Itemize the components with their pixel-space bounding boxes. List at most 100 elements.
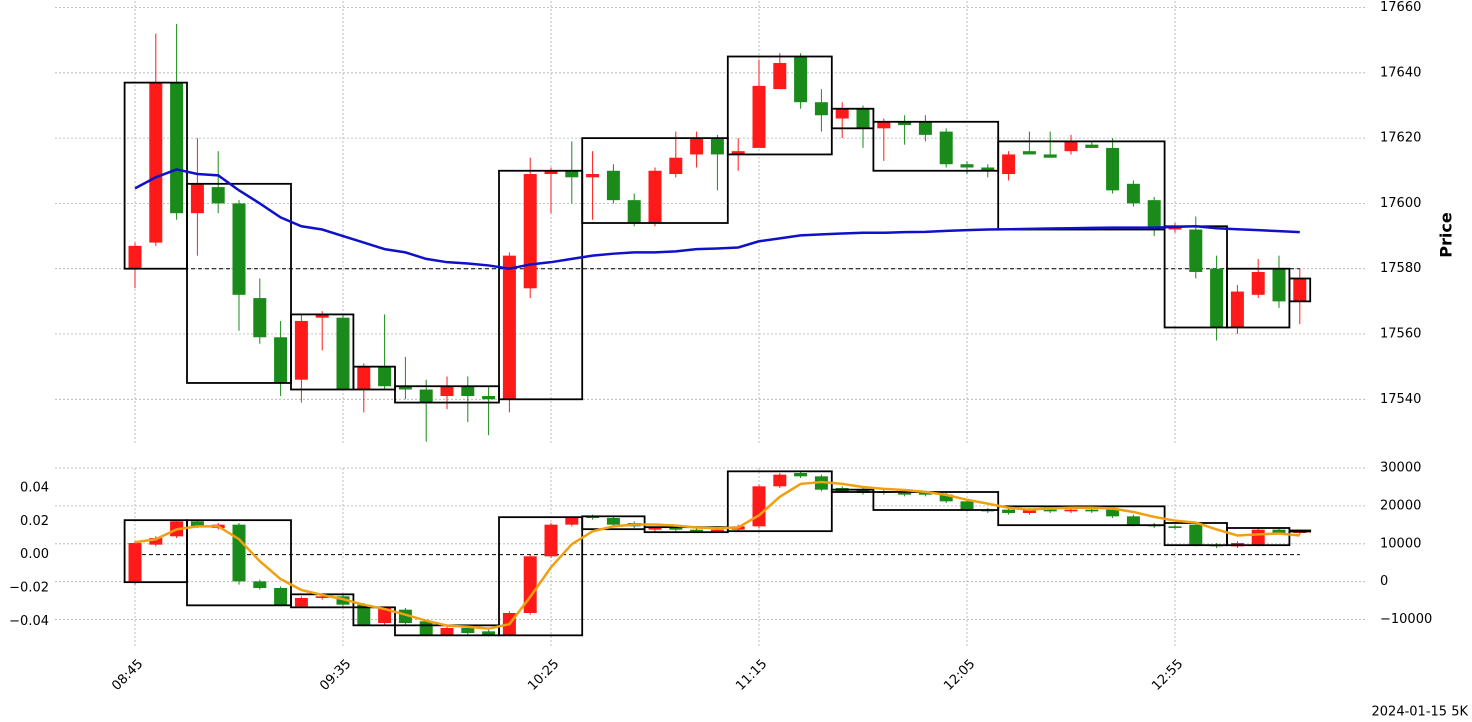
candle-body bbox=[190, 183, 204, 214]
y2-tick-label: 30000 bbox=[1380, 461, 1421, 476]
candle-body bbox=[170, 82, 184, 214]
range-box bbox=[830, 107, 875, 130]
candle-body bbox=[398, 386, 412, 390]
candle-body bbox=[190, 521, 204, 527]
candle-body bbox=[440, 628, 454, 635]
candle-body bbox=[274, 588, 288, 605]
range-box bbox=[872, 491, 1000, 511]
candle-body bbox=[544, 170, 558, 175]
candle-body bbox=[1147, 200, 1161, 230]
candle-body bbox=[357, 366, 371, 390]
x-tick-label: 12:05 bbox=[941, 657, 978, 694]
y-tick-label: 17560 bbox=[1380, 327, 1421, 342]
candle-body bbox=[752, 85, 766, 148]
range-box bbox=[581, 137, 729, 224]
candle-body bbox=[565, 518, 579, 525]
x-tick-label: 09:35 bbox=[317, 657, 354, 694]
range-box bbox=[186, 519, 292, 607]
candle-body bbox=[1043, 509, 1057, 512]
range-box bbox=[726, 55, 833, 156]
y-tick-label: −0.04 bbox=[9, 614, 49, 629]
candle-body bbox=[606, 518, 620, 525]
candle-body bbox=[253, 581, 267, 588]
candle-body bbox=[1106, 509, 1120, 517]
candle-body bbox=[669, 528, 683, 530]
candle-body bbox=[149, 82, 163, 243]
y-tick-label: 17580 bbox=[1380, 261, 1421, 276]
candle-body bbox=[752, 486, 766, 527]
candle-body bbox=[731, 151, 745, 155]
candle-body bbox=[648, 528, 662, 530]
candle-body bbox=[315, 596, 329, 598]
range-box bbox=[352, 365, 396, 391]
candle-body bbox=[1251, 271, 1265, 295]
candle-body bbox=[877, 121, 891, 129]
candle-body bbox=[357, 604, 371, 625]
candle-body bbox=[378, 366, 392, 387]
candle-body bbox=[1272, 268, 1286, 302]
candle-body bbox=[710, 529, 724, 532]
candle-body bbox=[1002, 509, 1016, 513]
candle-body bbox=[523, 174, 537, 289]
candle-body bbox=[1189, 229, 1203, 272]
candle-body bbox=[128, 543, 142, 582]
candle-body bbox=[336, 596, 350, 605]
candle-body bbox=[1064, 509, 1078, 512]
candle-body bbox=[1293, 278, 1307, 302]
candle-body bbox=[1210, 268, 1224, 328]
range-box bbox=[290, 313, 355, 391]
candle-body bbox=[794, 56, 808, 103]
candle-body bbox=[898, 121, 912, 126]
x-tick-label: 12:55 bbox=[1149, 657, 1186, 694]
candle-body bbox=[1168, 526, 1182, 528]
candle-body bbox=[523, 556, 537, 613]
y-tick-label: 0.04 bbox=[20, 481, 49, 496]
candle-body bbox=[627, 200, 641, 223]
candle-body bbox=[1126, 183, 1140, 204]
range-box bbox=[498, 516, 584, 637]
y-tick-label: 17540 bbox=[1380, 392, 1421, 407]
candle-body bbox=[1272, 529, 1286, 533]
candle-body bbox=[315, 314, 329, 318]
candle-body bbox=[669, 157, 683, 175]
candle-body bbox=[482, 396, 496, 400]
y2-tick-label: 10000 bbox=[1380, 536, 1421, 551]
y2-tick-label: 20000 bbox=[1380, 498, 1421, 513]
footnote: 2024-01-15 5K bbox=[1372, 705, 1469, 720]
candle-body bbox=[835, 108, 849, 119]
candle-body bbox=[1022, 151, 1036, 155]
candle-body bbox=[1230, 291, 1244, 328]
y-tick-label: 17600 bbox=[1380, 196, 1421, 211]
range-box bbox=[997, 140, 1166, 231]
candle-body bbox=[939, 494, 953, 502]
x-tick-label: 08:45 bbox=[109, 657, 146, 694]
candle-body bbox=[918, 493, 932, 495]
y-axis-label: Price bbox=[1437, 212, 1456, 258]
range-box bbox=[1288, 529, 1312, 533]
candle-body bbox=[1022, 509, 1036, 513]
candle-body bbox=[710, 138, 724, 155]
candle-body bbox=[794, 473, 808, 477]
candle-body bbox=[648, 170, 662, 223]
candle-body bbox=[1064, 141, 1078, 152]
candle-body bbox=[918, 121, 932, 135]
range-box bbox=[186, 182, 292, 384]
candle-body bbox=[1126, 516, 1140, 525]
range-box bbox=[1226, 527, 1291, 547]
candle-body bbox=[336, 317, 350, 390]
range-box bbox=[830, 488, 875, 493]
range-box bbox=[726, 470, 833, 533]
range-box bbox=[581, 515, 646, 531]
candle-body bbox=[814, 102, 828, 116]
y2-tick-label: −10000 bbox=[1380, 612, 1432, 627]
candle-body bbox=[294, 598, 308, 607]
candle-body bbox=[1251, 529, 1265, 545]
line-series bbox=[134, 480, 1300, 630]
candle-body bbox=[544, 524, 558, 557]
candle-body bbox=[1189, 524, 1203, 545]
y-tick-label: 0.02 bbox=[20, 514, 49, 529]
y-tick-label: 0.00 bbox=[20, 547, 49, 562]
candle-body bbox=[482, 631, 496, 635]
